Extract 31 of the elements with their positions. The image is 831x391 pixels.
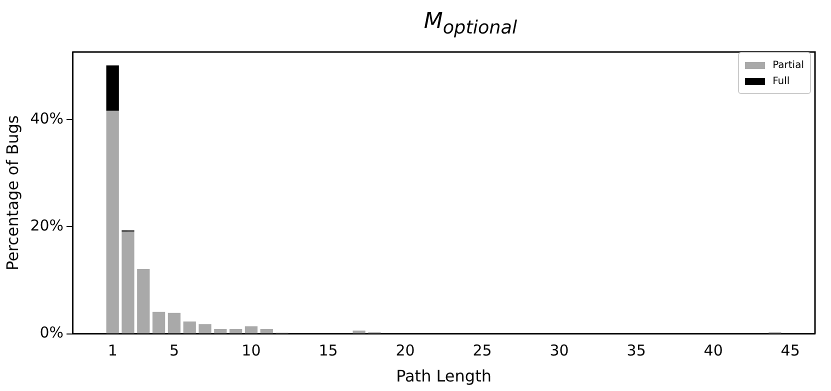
x-tick-label: 30 <box>550 342 569 360</box>
chart-title: M$_{optional}$ <box>422 8 518 40</box>
y-tick-label: 40% <box>30 109 64 128</box>
legend-label: Partial <box>772 60 804 70</box>
bar <box>198 324 212 334</box>
x-axis-title: Path Length <box>396 366 492 386</box>
x-tick-label: 25 <box>472 342 492 360</box>
y-tick-label: 20% <box>30 216 64 235</box>
x-tick-label: 5 <box>169 342 179 360</box>
x-tick-label: 10 <box>242 342 261 360</box>
x-tick-label: 20 <box>396 342 415 360</box>
bar <box>183 321 196 334</box>
legend-label: Full <box>772 76 790 86</box>
bar <box>168 312 181 334</box>
bar <box>106 110 119 334</box>
bar <box>122 231 134 334</box>
bar <box>230 328 242 334</box>
x-tick-label: 40 <box>704 342 723 360</box>
x-tick-label: 45 <box>780 342 800 360</box>
x-tick-label: 15 <box>318 342 338 360</box>
y-tick-label: 0% <box>40 324 64 342</box>
y-axis-title: Percentage of Bugs <box>2 115 22 271</box>
x-tick-label: 1 <box>108 342 118 360</box>
bar <box>137 268 150 334</box>
bar <box>260 328 273 334</box>
bar <box>352 330 366 334</box>
bar <box>244 326 258 334</box>
x-tick-label: 35 <box>626 342 646 360</box>
bar <box>214 328 227 334</box>
bar <box>106 65 119 111</box>
bar <box>152 312 166 334</box>
